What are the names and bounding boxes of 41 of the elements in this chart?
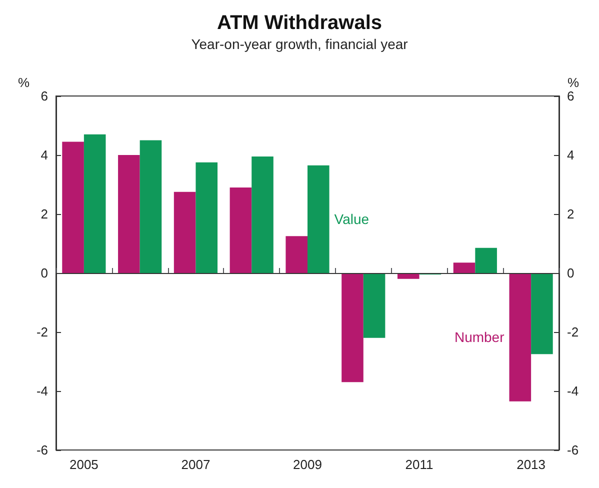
bar xyxy=(509,273,532,402)
chart-subtitle: Year-on-year growth, financial year xyxy=(191,36,408,52)
x-tick-label: 2009 xyxy=(293,457,322,472)
y-tick-label: 6 xyxy=(40,88,48,104)
bar xyxy=(342,273,364,382)
y-tick-label: 0 xyxy=(40,266,48,280)
y2-tick-label: -2 xyxy=(567,324,579,340)
bar xyxy=(363,273,386,338)
y2-axis-title: % xyxy=(567,75,580,90)
y2-tick-label: 2 xyxy=(567,206,574,222)
bar xyxy=(308,165,330,273)
y-tick-label: -2 xyxy=(36,324,48,340)
chart-title: ATM Withdrawals xyxy=(216,12,382,34)
y-tick-label: -4 xyxy=(36,384,48,398)
x-tick-label: 2013 xyxy=(516,457,546,472)
y-tick-label: 2 xyxy=(40,206,48,222)
bar xyxy=(453,262,476,273)
series-label: Value xyxy=(334,211,370,228)
bar xyxy=(84,134,106,273)
x-tick-label: 2011 xyxy=(405,457,434,472)
bar xyxy=(475,248,497,273)
y2-tick-label: -4 xyxy=(567,384,579,398)
bar xyxy=(230,187,252,273)
x-tick-label: 2007 xyxy=(181,457,210,472)
y-tick-label: 4 xyxy=(40,148,48,162)
y2-tick-label: 4 xyxy=(567,148,574,162)
bar xyxy=(174,192,196,273)
bar xyxy=(252,156,274,273)
bar xyxy=(62,142,84,273)
y-tick-label: -6 xyxy=(36,442,48,458)
y2-tick-label: -6 xyxy=(567,442,579,458)
bar xyxy=(286,236,308,273)
x-tick-label: 2005 xyxy=(69,457,98,472)
bar xyxy=(118,155,140,273)
y-axis-title: % xyxy=(18,75,30,90)
y2-tick-label: 6 xyxy=(567,88,574,104)
bar xyxy=(140,140,162,273)
y2-tick-label: 0 xyxy=(567,266,574,280)
bar xyxy=(196,162,218,273)
bar xyxy=(531,273,553,354)
series-label: Number xyxy=(454,329,505,346)
